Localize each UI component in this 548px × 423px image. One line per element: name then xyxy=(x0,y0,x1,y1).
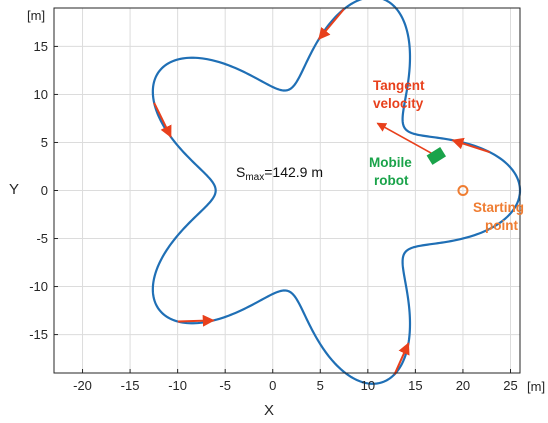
tangent-velocity-arrow xyxy=(376,122,437,157)
direction-arrow xyxy=(177,314,215,327)
direction-arrow xyxy=(318,8,345,40)
starting-point-label-2: point xyxy=(485,218,518,233)
direction-arrow xyxy=(393,342,410,375)
y-tick-label: 0 xyxy=(41,183,48,198)
tangent-velocity-label-1: Tangent xyxy=(373,78,425,93)
tick-labels: -20 -15 -10 -5 0 5 10 15 20 25 -15 -10 -5 0 5 10 15 xyxy=(29,39,518,393)
y-tick-label: -5 xyxy=(36,231,48,246)
y-axis-unit: [m] xyxy=(27,8,45,23)
x-axis-label: X xyxy=(264,402,274,419)
mobile-robot-label-2: robot xyxy=(374,173,409,188)
x-axis-unit: [m] xyxy=(527,379,545,394)
grid xyxy=(54,8,520,373)
smax-annotation: Smax=142.9 m xyxy=(236,164,323,183)
x-tick-label: 15 xyxy=(408,378,422,393)
y-tick-label: -15 xyxy=(29,327,48,342)
tangent-velocity-label-2: velocity xyxy=(373,96,424,111)
y-tick-label: -10 xyxy=(29,279,48,294)
y-tick-label: 10 xyxy=(34,87,48,102)
x-tick-label: 20 xyxy=(456,378,470,393)
y-tick-label: 15 xyxy=(34,39,48,54)
starting-point-label-1: Starting xyxy=(473,200,524,215)
starting-point-marker xyxy=(457,185,469,196)
x-tick-label: 5 xyxy=(317,378,324,393)
direction-arrow xyxy=(451,137,491,154)
x-tick-label: -15 xyxy=(121,378,140,393)
mobile-robot-label-1: Mobile xyxy=(369,155,412,170)
x-tick-label: -10 xyxy=(168,378,187,393)
annotations xyxy=(376,122,469,196)
y-tick-label: 5 xyxy=(41,135,48,150)
mobile-robot-marker xyxy=(426,147,447,165)
x-tick-label: -5 xyxy=(219,378,231,393)
y-axis-label: Y xyxy=(9,181,19,198)
x-tick-label: -20 xyxy=(73,378,92,393)
direction-arrows xyxy=(153,8,491,375)
x-tick-label: 0 xyxy=(269,378,276,393)
direction-arrow xyxy=(153,102,172,138)
x-tick-label: 25 xyxy=(503,378,517,393)
x-tick-label: 10 xyxy=(361,378,375,393)
